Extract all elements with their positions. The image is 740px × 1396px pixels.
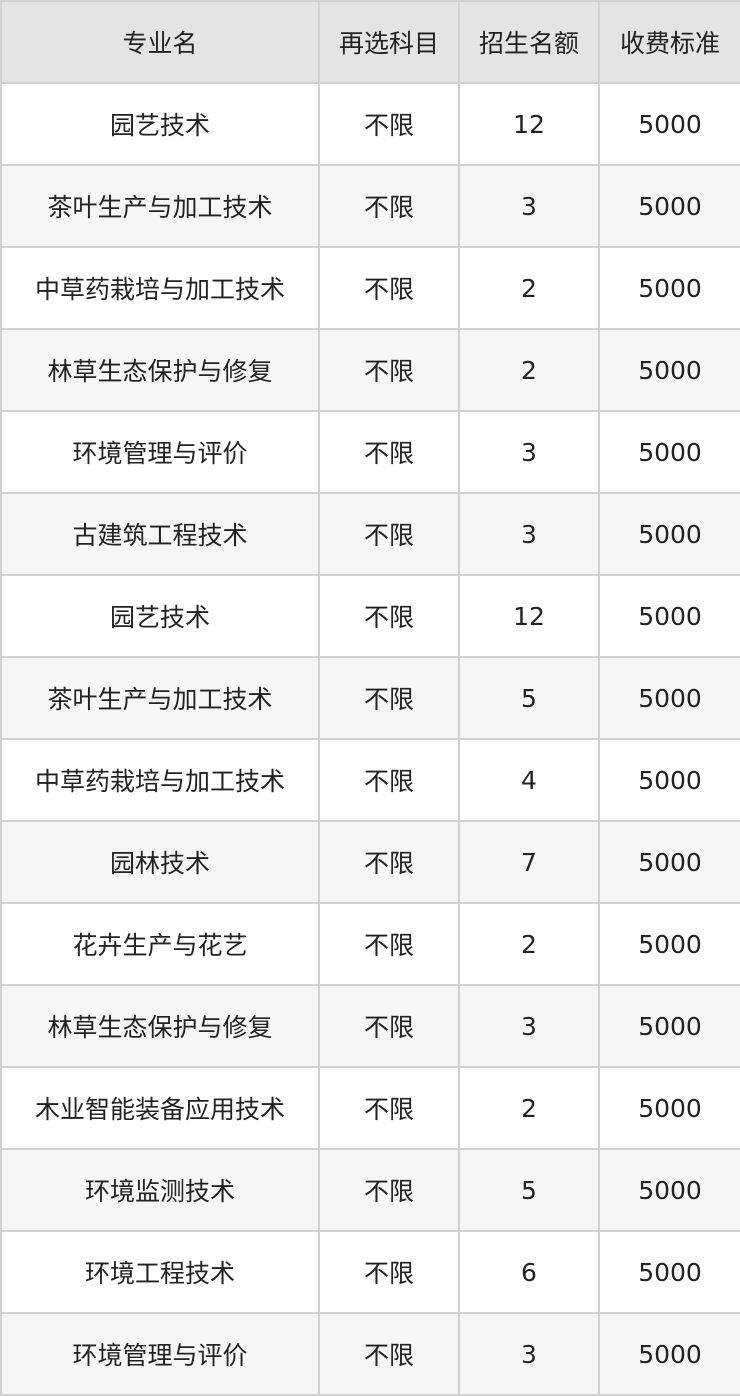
fee-cell: 5000 [598,164,740,248]
fee-cell: 5000 [598,328,740,412]
quota-cell: 2 [458,1066,600,1150]
major-cell: 环境工程技术 [0,1230,320,1314]
subject-cell: 不限 [318,574,460,658]
major-cell: 园林技术 [0,820,320,904]
quota-cell: 2 [458,328,600,412]
table-row: 茶叶生产与加工技术 不限 3 5000 [0,164,740,248]
fee-cell: 5000 [598,738,740,822]
table-row: 中草药栽培与加工技术 不限 4 5000 [0,738,740,822]
header-row: 专业名 再选科目 招生名额 收费标准 [0,0,740,84]
subject-cell: 不限 [318,820,460,904]
table-row: 环境工程技术 不限 6 5000 [0,1230,740,1314]
header-quota: 招生名额 [458,0,600,84]
quota-cell: 3 [458,164,600,248]
table-row: 园艺技术 不限 12 5000 [0,82,740,166]
major-cell: 环境监测技术 [0,1148,320,1232]
quota-cell: 3 [458,984,600,1068]
major-cell: 古建筑工程技术 [0,492,320,576]
subject-cell: 不限 [318,492,460,576]
subject-cell: 不限 [318,738,460,822]
table-row: 环境监测技术 不限 5 5000 [0,1148,740,1232]
fee-cell: 5000 [598,1230,740,1314]
major-cell: 中草药栽培与加工技术 [0,738,320,822]
table-row: 古建筑工程技术 不限 3 5000 [0,492,740,576]
major-cell: 茶叶生产与加工技术 [0,164,320,248]
fee-cell: 5000 [598,492,740,576]
major-cell: 茶叶生产与加工技术 [0,656,320,740]
table-row: 林草生态保护与修复 不限 2 5000 [0,328,740,412]
table-row: 园艺技术 不限 12 5000 [0,574,740,658]
table-row: 中草药栽培与加工技术 不限 2 5000 [0,246,740,330]
major-cell: 木业智能装备应用技术 [0,1066,320,1150]
header-fee: 收费标准 [598,0,740,84]
quota-cell: 6 [458,1230,600,1314]
major-cell: 环境管理与评价 [0,1312,320,1396]
table-row: 环境管理与评价 不限 3 5000 [0,1312,740,1396]
fee-cell: 5000 [598,410,740,494]
major-cell: 环境管理与评价 [0,410,320,494]
subject-cell: 不限 [318,902,460,986]
quota-cell: 5 [458,656,600,740]
subject-cell: 不限 [318,328,460,412]
quota-cell: 7 [458,820,600,904]
table-row: 花卉生产与花艺 不限 2 5000 [0,902,740,986]
fee-cell: 5000 [598,246,740,330]
subject-cell: 不限 [318,984,460,1068]
table-row: 环境管理与评价 不限 3 5000 [0,410,740,494]
subject-cell: 不限 [318,1312,460,1396]
fee-cell: 5000 [598,1066,740,1150]
subject-cell: 不限 [318,1148,460,1232]
subject-cell: 不限 [318,1066,460,1150]
major-cell: 花卉生产与花艺 [0,902,320,986]
major-cell: 林草生态保护与修复 [0,328,320,412]
subject-cell: 不限 [318,164,460,248]
fee-cell: 5000 [598,574,740,658]
table-row: 林草生态保护与修复 不限 3 5000 [0,984,740,1068]
quota-cell: 12 [458,82,600,166]
quota-cell: 3 [458,1312,600,1396]
fee-cell: 5000 [598,656,740,740]
quota-cell: 2 [458,246,600,330]
fee-cell: 5000 [598,1312,740,1396]
quota-cell: 3 [458,410,600,494]
quota-cell: 2 [458,902,600,986]
subject-cell: 不限 [318,1230,460,1314]
table-row: 木业智能装备应用技术 不限 2 5000 [0,1066,740,1150]
quota-cell: 4 [458,738,600,822]
subject-cell: 不限 [318,82,460,166]
fee-cell: 5000 [598,82,740,166]
quota-cell: 12 [458,574,600,658]
major-cell: 园艺技术 [0,82,320,166]
fee-cell: 5000 [598,820,740,904]
table-row: 园林技术 不限 7 5000 [0,820,740,904]
table-row: 茶叶生产与加工技术 不限 5 5000 [0,656,740,740]
major-cell: 园艺技术 [0,574,320,658]
fee-cell: 5000 [598,984,740,1068]
fee-cell: 5000 [598,902,740,986]
major-cell: 中草药栽培与加工技术 [0,246,320,330]
subject-cell: 不限 [318,410,460,494]
fee-cell: 5000 [598,1148,740,1232]
subject-cell: 不限 [318,656,460,740]
quota-cell: 3 [458,492,600,576]
header-major: 专业名 [0,0,320,84]
major-cell: 林草生态保护与修复 [0,984,320,1068]
subject-cell: 不限 [318,246,460,330]
quota-cell: 5 [458,1148,600,1232]
header-subject: 再选科目 [318,0,460,84]
